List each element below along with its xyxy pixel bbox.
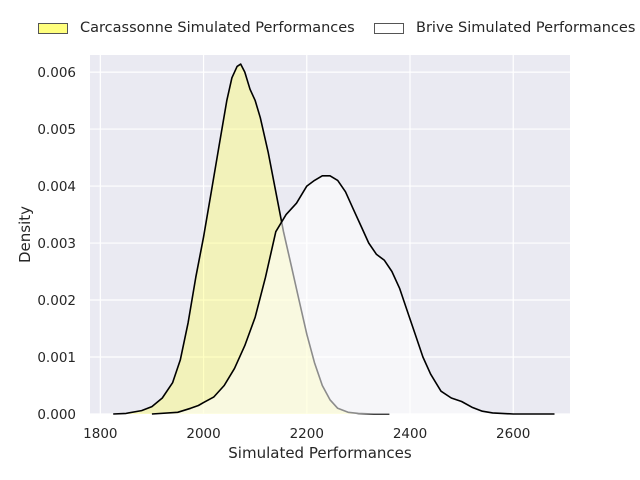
chart-legend: Carcassonne Simulated Performances Brive…	[0, 20, 640, 42]
y-tick-label: 0.001	[37, 350, 76, 366]
y-axis-label: Density	[16, 206, 34, 263]
y-tick-label: 0.002	[37, 293, 76, 309]
legend-label-carcassonne: Carcassonne Simulated Performances	[80, 20, 355, 36]
legend-label-brive: Brive Simulated Performances	[416, 20, 636, 36]
x-tick-label: 2200	[290, 426, 324, 442]
x-tick-label: 2600	[496, 426, 530, 442]
y-tick-label: 0.000	[37, 407, 76, 423]
density-fill-0	[113, 64, 390, 414]
density-line-1	[151, 175, 555, 415]
density-fill-1	[151, 175, 555, 414]
x-tick-label: 1800	[83, 426, 117, 442]
legend-swatch-carcassonne	[38, 22, 68, 34]
y-tick-label: 0.005	[37, 122, 76, 138]
y-tick-label: 0.003	[37, 236, 76, 252]
legend-swatch-brive	[374, 22, 404, 34]
legend-item-carcassonne: Carcassonne Simulated Performances	[38, 20, 355, 36]
y-tick-label: 0.004	[37, 179, 76, 195]
x-tick-label: 2000	[186, 426, 220, 442]
axis-ticks: 1800 2000 2200 2400 2600 0.000 0.001 0.002 0.003…	[37, 65, 530, 442]
y-tick-label: 0.006	[37, 65, 76, 81]
legend-item-brive: Brive Simulated Performances	[374, 20, 635, 36]
density-areas	[113, 63, 555, 415]
x-axis-label: Simulated Performances	[228, 444, 412, 462]
x-tick-label: 2400	[393, 426, 427, 442]
